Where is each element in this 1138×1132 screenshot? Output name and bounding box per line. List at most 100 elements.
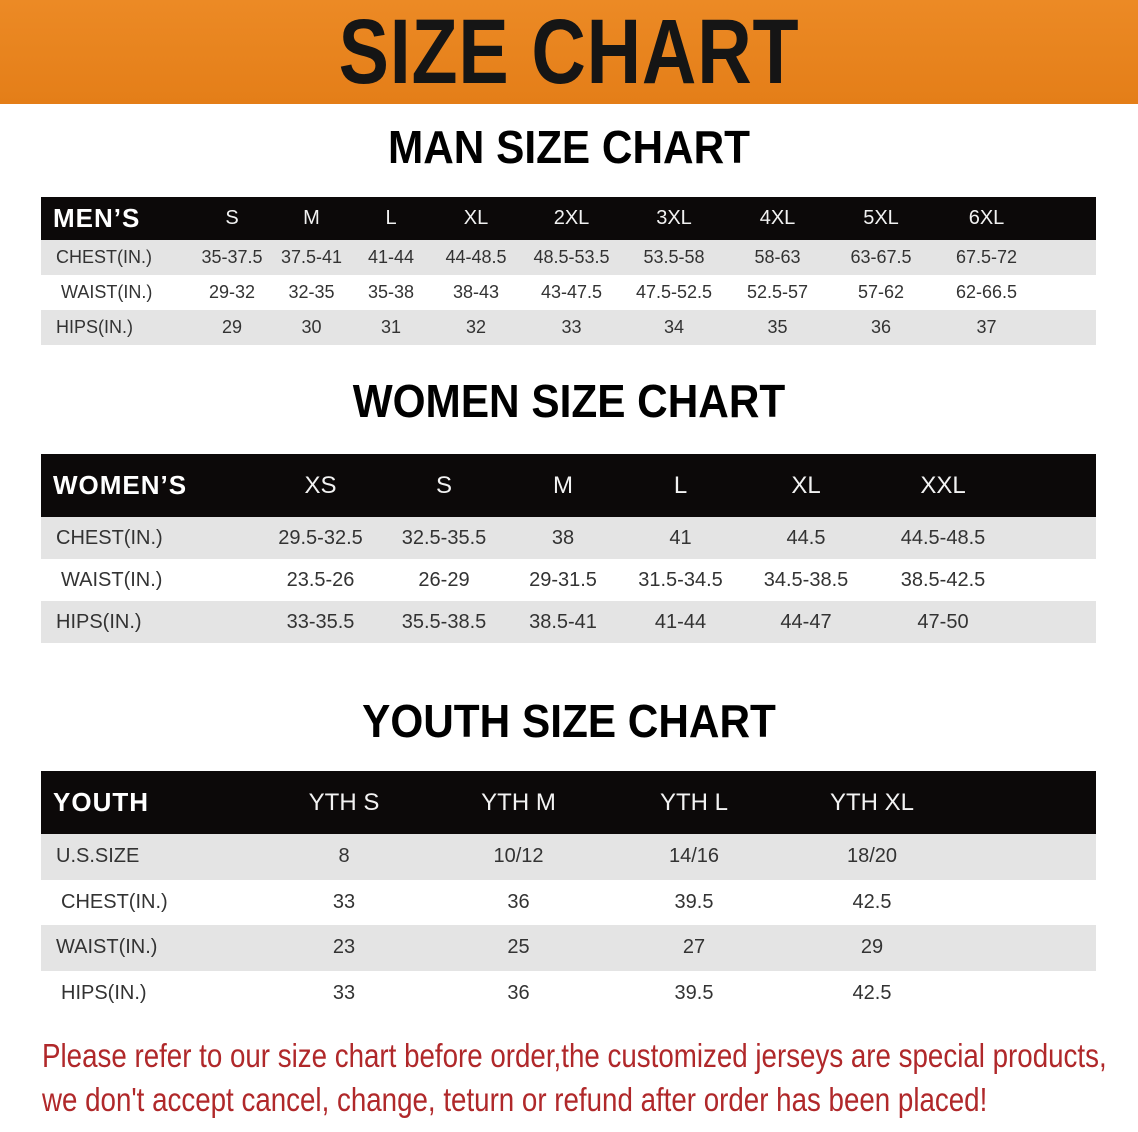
measurement-value: 31.5-34.5 bbox=[621, 559, 740, 601]
measurement-value: 18/20 bbox=[782, 834, 962, 880]
measurement-value: 67.5-72 bbox=[933, 240, 1040, 275]
measurement-value: 32 bbox=[431, 310, 521, 345]
measurement-value: 41-44 bbox=[621, 601, 740, 643]
measurement-value: 38.5-42.5 bbox=[872, 559, 1014, 601]
size-header: XS bbox=[258, 454, 383, 517]
men-section-title: MAN SIZE CHART bbox=[387, 121, 751, 173]
measurement-value: 37 bbox=[933, 310, 1040, 345]
size-header: S bbox=[383, 454, 505, 517]
measurement-value: 63-67.5 bbox=[829, 240, 933, 275]
measurement-value: 42.5 bbox=[782, 879, 962, 925]
measurement-value: 29-31.5 bbox=[505, 559, 621, 601]
measurement-value: 36 bbox=[829, 310, 933, 345]
cell-spacer bbox=[1040, 310, 1096, 345]
size-header: YTH S bbox=[257, 771, 431, 834]
measurement-label: CHEST(IN.) bbox=[41, 517, 258, 559]
youth-section-title: YOUTH SIZE CHART bbox=[362, 695, 776, 747]
measurement-label: HIPS(IN.) bbox=[41, 601, 258, 643]
measurement-value: 33 bbox=[521, 310, 622, 345]
measurement-label: WAIST(IN.) bbox=[41, 925, 257, 971]
measurement-value: 34.5-38.5 bbox=[740, 559, 872, 601]
measurement-value: 38.5-41 bbox=[505, 601, 621, 643]
measurement-value: 35-37.5 bbox=[192, 240, 272, 275]
measurement-value: 44-47 bbox=[740, 601, 872, 643]
table-row: WAIST(IN.) 29-32 32-35 35-38 38-43 43-47.5 47.… bbox=[41, 275, 1096, 310]
measurement-value: 36 bbox=[431, 970, 606, 1016]
measurement-value: 58-63 bbox=[726, 240, 829, 275]
measurement-value: 23 bbox=[257, 925, 431, 971]
measurement-value: 31 bbox=[351, 310, 431, 345]
measurement-label: CHEST(IN.) bbox=[41, 879, 257, 925]
measurement-value: 10/12 bbox=[431, 834, 606, 880]
measurement-value: 36 bbox=[431, 879, 606, 925]
women-section-title: WOMEN SIZE CHART bbox=[352, 375, 786, 427]
youth-size-table: YOUTH YTH S YTH M YTH L YTH XL U.S.SIZE 8 10/12… bbox=[41, 771, 1096, 1016]
notice-line-2: we don't accept cancel, change, teturn o… bbox=[42, 1081, 988, 1118]
measurement-value: 33 bbox=[257, 879, 431, 925]
table-row: CHEST(IN.) 33 36 39.5 42.5 bbox=[41, 879, 1096, 925]
header-row: YOUTH YTH S YTH M YTH L YTH XL bbox=[41, 771, 1096, 834]
measurement-value: 14/16 bbox=[606, 834, 782, 880]
size-header: 6XL bbox=[933, 197, 1040, 240]
size-header: M bbox=[272, 197, 351, 240]
measurement-value: 57-62 bbox=[829, 275, 933, 310]
size-header: L bbox=[351, 197, 431, 240]
header-banner: SIZE CHART bbox=[0, 0, 1138, 104]
size-header: S bbox=[192, 197, 272, 240]
header-spacer bbox=[1014, 454, 1096, 517]
cell-spacer bbox=[1014, 601, 1096, 643]
measurement-value: 35 bbox=[726, 310, 829, 345]
size-header: M bbox=[505, 454, 621, 517]
notice-line-1: Please refer to our size chart before or… bbox=[42, 1037, 1107, 1074]
measurement-value: 29 bbox=[192, 310, 272, 345]
table-row: WAIST(IN.) 23 25 27 29 bbox=[41, 925, 1096, 971]
size-header: L bbox=[621, 454, 740, 517]
page-title: SIZE CHART bbox=[338, 1, 800, 103]
size-header: 2XL bbox=[521, 197, 622, 240]
measurement-label: WAIST(IN.) bbox=[41, 275, 192, 310]
header-row: WOMEN’S XS S M L XL XXL bbox=[41, 454, 1096, 517]
cell-spacer bbox=[1040, 275, 1096, 310]
measurement-value: 43-47.5 bbox=[521, 275, 622, 310]
measurement-value: 33 bbox=[257, 970, 431, 1016]
measurement-value: 44-48.5 bbox=[431, 240, 521, 275]
table-row: CHEST(IN.) 35-37.5 37.5-41 41-44 44-48.5 48.5… bbox=[41, 240, 1096, 275]
measurement-value: 44.5-48.5 bbox=[872, 517, 1014, 559]
table-header-label: YOUTH bbox=[41, 771, 257, 834]
measurement-value: 42.5 bbox=[782, 970, 962, 1016]
header-spacer bbox=[962, 771, 1096, 834]
measurement-value: 38 bbox=[505, 517, 621, 559]
table-row: HIPS(IN.) 29 30 31 32 33 34 35 36 37 bbox=[41, 310, 1096, 345]
measurement-value: 48.5-53.5 bbox=[521, 240, 622, 275]
men-size-table: MEN’S S M L XL 2XL 3XL 4XL 5XL 6XL CHEST(IN.) 35-37… bbox=[41, 197, 1096, 345]
measurement-value: 8 bbox=[257, 834, 431, 880]
size-header: XXL bbox=[872, 454, 1014, 517]
size-header: YTH L bbox=[606, 771, 782, 834]
cell-spacer bbox=[1040, 240, 1096, 275]
cell-spacer bbox=[962, 834, 1096, 880]
measurement-value: 41-44 bbox=[351, 240, 431, 275]
measurement-label: WAIST(IN.) bbox=[41, 559, 258, 601]
size-header: 4XL bbox=[726, 197, 829, 240]
size-header: YTH M bbox=[431, 771, 606, 834]
cell-spacer bbox=[962, 925, 1096, 971]
size-header: YTH XL bbox=[782, 771, 962, 834]
cell-spacer bbox=[1014, 517, 1096, 559]
women-size-table: WOMEN’S XS S M L XL XXL CHEST(IN.) 29.5-32.5 32.5… bbox=[41, 454, 1096, 643]
measurement-value: 62-66.5 bbox=[933, 275, 1040, 310]
size-header: XL bbox=[431, 197, 521, 240]
size-header: XL bbox=[740, 454, 872, 517]
measurement-value: 35-38 bbox=[351, 275, 431, 310]
measurement-value: 47-50 bbox=[872, 601, 1014, 643]
measurement-value: 44.5 bbox=[740, 517, 872, 559]
table-row: CHEST(IN.) 29.5-32.5 32.5-35.5 38 41 44.5 44.5… bbox=[41, 517, 1096, 559]
measurement-value: 29 bbox=[782, 925, 962, 971]
measurement-value: 32-35 bbox=[272, 275, 351, 310]
measurement-value: 47.5-52.5 bbox=[622, 275, 726, 310]
measurement-label: U.S.SIZE bbox=[41, 834, 257, 880]
measurement-value: 52.5-57 bbox=[726, 275, 829, 310]
cell-spacer bbox=[962, 970, 1096, 1016]
measurement-value: 35.5-38.5 bbox=[383, 601, 505, 643]
table-header-label: WOMEN’S bbox=[41, 454, 258, 517]
measurement-value: 32.5-35.5 bbox=[383, 517, 505, 559]
